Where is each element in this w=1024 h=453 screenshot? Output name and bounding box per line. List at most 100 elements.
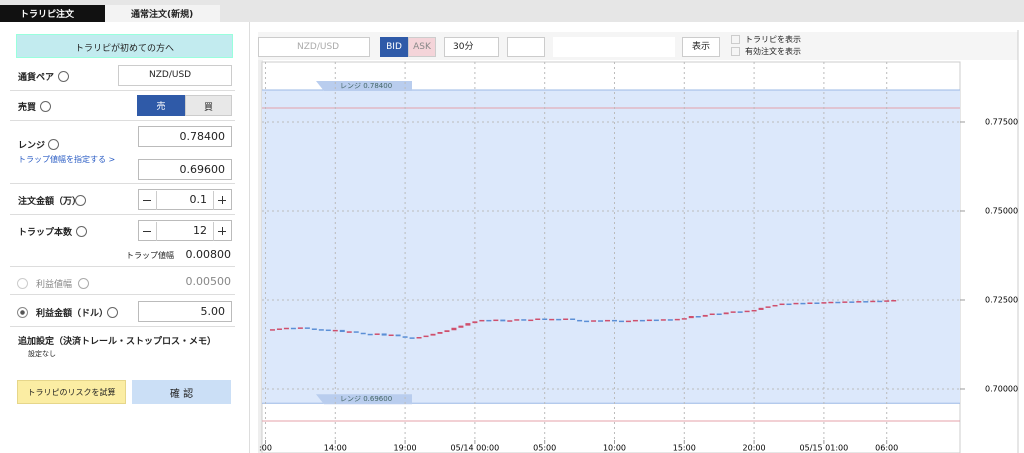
y-tick-label: 0.72500 (985, 295, 1018, 304)
buy-button[interactable]: 買 (185, 95, 232, 116)
amount-input[interactable]: 0.1 (138, 189, 232, 210)
candle (765, 306, 771, 308)
candle (339, 329, 345, 333)
candle (388, 334, 394, 337)
candle (542, 318, 548, 320)
interval-select[interactable]: 30分 (444, 37, 499, 57)
radio[interactable] (17, 278, 28, 289)
candle (744, 310, 750, 313)
candle (437, 332, 443, 334)
candle (409, 337, 415, 339)
candle (325, 329, 331, 332)
range-tag (316, 80, 412, 91)
candle (549, 318, 555, 321)
candle (563, 318, 569, 320)
risk-button[interactable]: トラリピのリスクを試算 (17, 380, 126, 404)
traps-input[interactable]: 12 (138, 220, 232, 241)
checkbox[interactable] (731, 47, 740, 56)
display-button[interactable]: 表示 (682, 37, 720, 57)
info-icon[interactable] (48, 139, 59, 150)
candle (681, 318, 687, 320)
extra-settings[interactable]: 追加設定（決済トレール・ストップロス・メモ） (18, 337, 217, 347)
candle (870, 300, 876, 303)
candle (514, 319, 520, 321)
info-icon[interactable] (78, 278, 89, 289)
candle (842, 301, 848, 303)
link[interactable]: トラップ値幅を指定する > (18, 155, 116, 164)
x-tick-label: 14:00 (324, 444, 347, 453)
profit-input[interactable]: 5.00 (138, 301, 232, 322)
candle (304, 327, 310, 329)
candle (444, 330, 450, 333)
range-low-input[interactable]: 0.69600 (138, 159, 232, 180)
label: 通貨ペア (18, 73, 55, 83)
candle (591, 320, 597, 322)
candle (716, 313, 722, 316)
candle (863, 301, 869, 303)
amount-value: 0.1 (189, 193, 208, 206)
x-tick-label: 20:00 (743, 444, 766, 453)
candle (276, 328, 282, 330)
ask-button[interactable]: ASK (408, 37, 436, 57)
candle (521, 319, 527, 321)
candle (570, 318, 576, 320)
radio-selected[interactable] (17, 307, 28, 318)
divider (10, 326, 235, 327)
candle (653, 319, 659, 322)
x-tick-label: 05:00 (533, 444, 556, 453)
checkbox[interactable] (731, 35, 740, 44)
candle (535, 318, 541, 320)
plus[interactable] (213, 222, 231, 241)
candle (772, 304, 778, 307)
divider (10, 183, 235, 184)
pair-select[interactable]: NZD/USD (258, 37, 370, 57)
candle (507, 320, 513, 322)
candle (486, 319, 492, 322)
candle (786, 303, 792, 306)
sell-button[interactable]: 売 (137, 95, 185, 116)
candle (737, 311, 743, 313)
candle (458, 325, 464, 328)
pair-select[interactable]: NZD/USD (118, 65, 232, 86)
candle (856, 301, 862, 303)
order-panel: トラリピが初めての方へ 通貨ペア NZD/USD 売買 売 買 レンジ トラップ… (0, 22, 250, 453)
candle (758, 307, 764, 310)
candle (849, 301, 855, 303)
candle (702, 314, 708, 317)
guide-button[interactable]: トラリピが初めての方へ (16, 34, 233, 58)
candle (290, 327, 296, 330)
candle (402, 336, 408, 338)
tab[interactable]: 通常注文(新規) (105, 5, 220, 22)
range-label: レンジ 0.78400 (340, 82, 392, 90)
candle (318, 329, 324, 331)
divider (10, 214, 235, 215)
info-icon[interactable] (40, 101, 51, 112)
minus[interactable] (139, 191, 157, 210)
candle (430, 333, 436, 336)
bid-button[interactable]: BID (380, 37, 408, 57)
candle (828, 301, 834, 304)
confirm-button[interactable]: 確 認 (132, 380, 231, 404)
range-high-input[interactable]: 0.78400 (138, 126, 232, 147)
info-icon[interactable] (58, 71, 69, 82)
info-icon[interactable] (76, 226, 87, 237)
candle (674, 318, 680, 321)
info-icon[interactable] (107, 307, 118, 318)
candle (807, 302, 813, 304)
candle (283, 327, 289, 330)
tab-active[interactable]: トラリピ注文 (0, 5, 105, 22)
chart-type-button[interactable] (507, 37, 545, 57)
minus[interactable] (139, 222, 157, 241)
candle (695, 316, 701, 318)
candle (311, 328, 317, 330)
candle (723, 312, 729, 315)
info-icon[interactable] (75, 195, 86, 206)
candle (493, 319, 499, 322)
candle (423, 335, 429, 338)
tool-icons[interactable] (553, 37, 675, 57)
side-strip (258, 60, 263, 453)
x-tick-label: 19:00 (394, 444, 417, 453)
label: 注文金額（万） (18, 197, 82, 207)
plus[interactable] (213, 191, 231, 210)
candle (793, 302, 799, 305)
